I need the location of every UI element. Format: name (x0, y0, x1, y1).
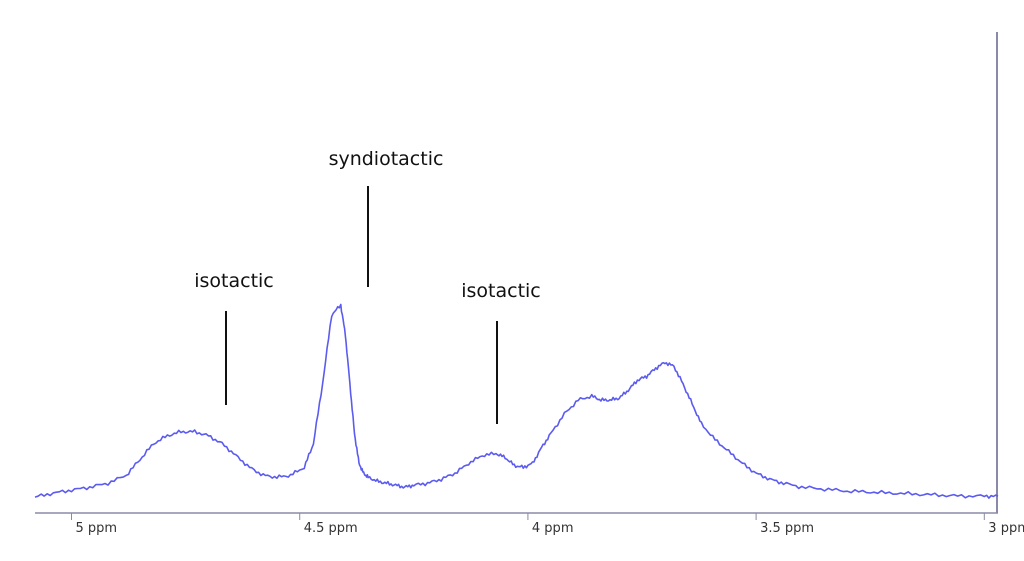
x-axis: 5 ppm 4.5 ppm 4 ppm 3.5 ppm 3 ppm (35, 32, 1024, 536)
x-tick-label: 3.5 ppm (760, 521, 814, 536)
annotation-label: isotactic (461, 280, 541, 302)
annotation-label: syndiotactic (329, 148, 444, 170)
annotation-label: isotactic (194, 270, 274, 292)
x-tick-label: 4.5 ppm (304, 521, 358, 536)
x-tick-label: 4 ppm (532, 521, 574, 536)
peak-annotations: isotactic syndiotactic isotactic (194, 148, 541, 424)
spectrum-series (34, 303, 999, 499)
x-tick-label: 5 ppm (76, 521, 118, 536)
x-tick-label: 3 ppm (988, 521, 1024, 536)
spectrum-line-0 (34, 303, 999, 499)
